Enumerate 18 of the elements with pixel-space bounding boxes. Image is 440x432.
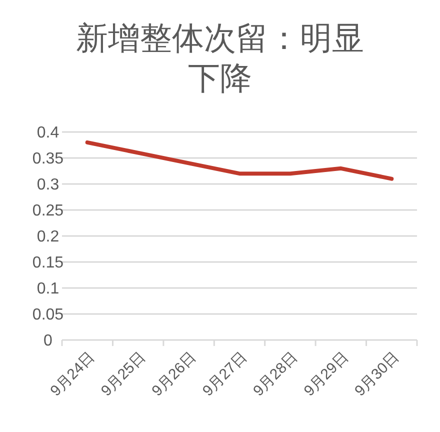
x-tick-label: 9月28日	[250, 348, 302, 400]
title: 新增整体次留：明显下降	[75, 19, 365, 98]
y-tick-label: 0.05	[32, 306, 64, 324]
y-tick-label: 0.3	[36, 176, 60, 194]
x-tick-label: 9月25日	[98, 348, 149, 400]
y-tick-label: 0	[44, 332, 53, 350]
x-tick-label: 9月26日	[148, 348, 200, 400]
line-series	[85, 140, 394, 181]
x-tick-label: 9月27日	[199, 348, 250, 400]
y-tick-label: 0.25	[32, 202, 64, 220]
y-tick-label: 0.4	[36, 124, 60, 142]
y-tick-label: 0.2	[36, 228, 60, 246]
y-tick-label: 0.1	[36, 280, 60, 298]
y-tick-label: 0.35	[32, 150, 64, 168]
x-tick-label: 9月24日	[47, 348, 98, 400]
x-tick-label: 9月29日	[300, 348, 352, 400]
x-tick-label: 9月30日	[352, 348, 402, 400]
y-tick-label: 0.15	[32, 254, 64, 272]
